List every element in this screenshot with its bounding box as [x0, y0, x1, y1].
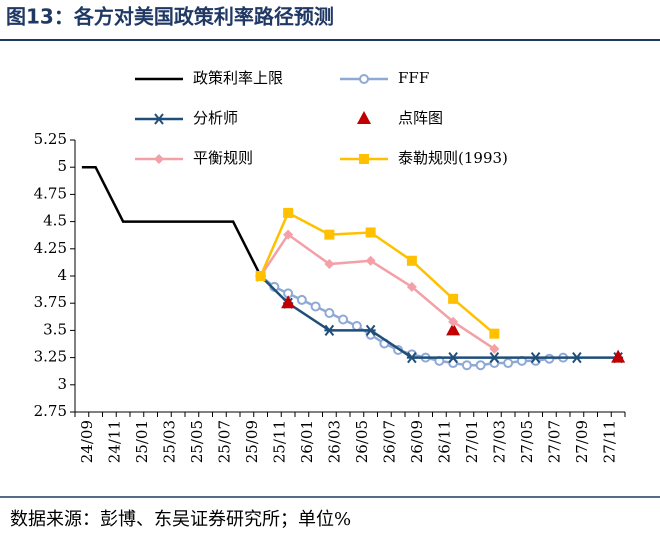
- series-line: [259, 275, 619, 359]
- legend-marker: [154, 154, 164, 164]
- marker: [324, 324, 335, 337]
- x-tick-label: 26/03: [325, 420, 343, 463]
- x-tick-label: 26/09: [408, 420, 426, 463]
- y-tick-label: 4.5: [43, 212, 67, 230]
- marker: [283, 207, 294, 218]
- x-tick-label: 24/11: [105, 420, 123, 463]
- x-tick-label: 26/01: [298, 420, 316, 463]
- marker: [448, 316, 459, 327]
- marker: [255, 271, 266, 281]
- marker: [406, 351, 417, 364]
- x-tick-label: 25/09: [243, 420, 261, 463]
- y-tick-label: 4: [57, 266, 67, 284]
- marker: [310, 301, 321, 312]
- y-tick-label: 2.75: [34, 402, 67, 420]
- x-tick-label: 25/05: [188, 420, 206, 463]
- marker: [281, 295, 296, 309]
- series-line: [259, 211, 496, 335]
- x-tick-label: 25/03: [160, 420, 178, 463]
- marker: [530, 351, 541, 364]
- marker: [365, 227, 376, 238]
- marker: [351, 321, 362, 332]
- x-tick-label: 26/05: [353, 420, 371, 463]
- marker: [406, 281, 417, 292]
- series-line: [259, 232, 496, 350]
- marker: [489, 328, 500, 339]
- legend-marker: [154, 113, 164, 125]
- y-tick-label: 3.25: [34, 348, 67, 366]
- marker: [503, 358, 514, 369]
- y-tick-label: 5.25: [34, 130, 67, 148]
- marker: [296, 294, 307, 305]
- legend-marker: [357, 111, 371, 124]
- x-tick-label: 25/07: [215, 420, 233, 463]
- y-tick-label: 3.5: [43, 320, 67, 338]
- x-tick-label: 25/11: [270, 420, 288, 463]
- x-tick-label: 27/01: [463, 420, 481, 463]
- marker: [489, 351, 500, 364]
- marker: [475, 360, 486, 371]
- y-tick-label: 3: [57, 375, 67, 393]
- marker: [611, 349, 626, 363]
- legend-label: 政策利率上限: [193, 69, 283, 87]
- x-tick-label: 25/01: [133, 420, 151, 463]
- marker: [338, 314, 349, 325]
- x-tick-label: 26/07: [380, 420, 398, 463]
- marker: [324, 229, 335, 240]
- y-tick-label: 5: [57, 157, 67, 175]
- x-tick-label: 26/11: [435, 420, 453, 463]
- marker: [489, 343, 500, 354]
- x-tick-label: 27/03: [490, 420, 508, 463]
- x-tick-label: 27/09: [573, 420, 591, 463]
- legend-label: FFF: [398, 69, 429, 87]
- marker: [283, 229, 294, 240]
- marker: [365, 324, 376, 337]
- x-tick-label: 27/05: [518, 420, 536, 463]
- source-note: 数据来源：彭博、东吴证券研究所；单位%: [10, 509, 351, 530]
- y-tick-label: 3.75: [34, 293, 67, 311]
- marker: [448, 351, 459, 364]
- x-tick-label: 24/09: [78, 420, 96, 463]
- x-tick-label: 27/11: [600, 420, 618, 463]
- marker: [406, 255, 417, 266]
- legend-marker: [359, 74, 369, 84]
- marker: [324, 307, 335, 318]
- y-tick-label: 4.25: [34, 239, 67, 257]
- marker: [571, 351, 582, 364]
- legend-label: 点阵图: [398, 109, 443, 127]
- marker: [446, 322, 461, 336]
- marker: [324, 259, 335, 270]
- marker: [461, 360, 472, 371]
- y-tick-label: 4.75: [34, 184, 67, 202]
- legend-label: 分析师: [193, 109, 238, 127]
- chart-title: 图13：各方对美国政策利率路径预测: [6, 5, 334, 29]
- legend-marker: [359, 154, 369, 164]
- x-tick-label: 27/07: [545, 420, 563, 463]
- marker: [448, 293, 459, 304]
- legend-label: 平衡规则: [193, 149, 253, 167]
- legend-label: 泰勒规则(1993): [398, 149, 508, 167]
- series-line: [81, 165, 262, 277]
- marker: [365, 255, 376, 266]
